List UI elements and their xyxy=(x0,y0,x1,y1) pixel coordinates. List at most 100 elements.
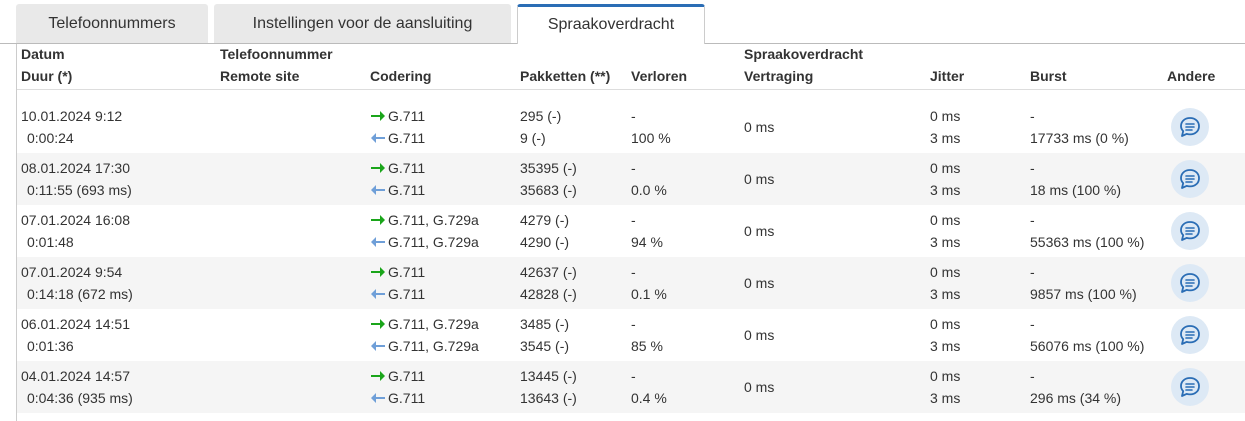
jitter: 0 ms xyxy=(930,160,961,176)
burst: 296 ms (34 %) xyxy=(1030,390,1122,406)
lost: 0.0 % xyxy=(631,182,667,198)
arrow-out xyxy=(371,163,385,173)
burst: - xyxy=(1030,264,1035,280)
header-divider xyxy=(17,89,1245,90)
header-cell: Burst xyxy=(1030,68,1067,84)
delay: 0 ms xyxy=(744,327,775,343)
details-button[interactable] xyxy=(1170,159,1210,199)
delay: 0 ms xyxy=(744,171,775,187)
date: 10.01.2024 9:12 xyxy=(21,108,123,124)
codec: G.711 xyxy=(388,390,426,406)
codec: G.711 xyxy=(388,108,426,124)
arrow-in xyxy=(371,289,385,299)
delay: 0 ms xyxy=(744,379,775,395)
table-row xyxy=(17,361,1245,413)
duration: 0:11:55 (693 ms) xyxy=(27,182,132,198)
codec: G.711 xyxy=(388,130,426,146)
header-cell: Verloren xyxy=(631,68,688,84)
tab[interactable]: Instellingen voor de aansluiting xyxy=(214,4,511,43)
packets: 35395 (-) xyxy=(520,160,577,176)
header-cell: Spraakoverdracht xyxy=(744,46,864,62)
packets: 9 (-) xyxy=(520,130,546,146)
arrow-out xyxy=(371,215,385,225)
arrow-out xyxy=(371,319,385,329)
duration: 0:00:24 xyxy=(27,130,74,146)
packets: 4279 (-) xyxy=(520,212,570,228)
burst: 17733 ms (0 %) xyxy=(1030,130,1129,146)
jitter: 0 ms xyxy=(930,368,961,384)
burst: 55363 ms (100 %) xyxy=(1030,234,1145,250)
header-cell: Duur (*) xyxy=(21,68,73,84)
tab-active[interactable]: Spraakoverdracht xyxy=(517,4,705,44)
arrow-out xyxy=(371,371,385,381)
packets: 42637 (-) xyxy=(520,264,577,280)
arrow-in xyxy=(371,341,385,351)
lost: - xyxy=(631,368,636,384)
header-cell: Codering xyxy=(370,68,432,84)
delay: 0 ms xyxy=(744,275,775,291)
table-row xyxy=(17,101,1245,153)
details-button[interactable] xyxy=(1170,367,1210,407)
duration: 0:04:36 (935 ms) xyxy=(27,390,133,406)
arrow-in xyxy=(371,237,385,247)
duration: 0:14:18 (672 ms) xyxy=(27,286,133,302)
burst: - xyxy=(1030,212,1035,228)
date: 04.01.2024 14:57 xyxy=(21,368,130,384)
packets: 295 (-) xyxy=(520,108,562,124)
jitter: 3 ms xyxy=(930,286,961,302)
lost: 100 % xyxy=(631,130,671,146)
jitter: 3 ms xyxy=(930,234,961,250)
arrow-out xyxy=(371,267,385,277)
date: 07.01.2024 9:54 xyxy=(21,264,123,280)
packets: 13445 (-) xyxy=(520,368,577,384)
table-border xyxy=(16,44,17,421)
codec: G.711 xyxy=(388,182,426,198)
arrow-out xyxy=(371,111,385,121)
duration: 0:01:36 xyxy=(27,338,74,354)
codec: G.711 xyxy=(388,286,426,302)
date: 08.01.2024 17:30 xyxy=(21,160,130,176)
packets: 3485 (-) xyxy=(520,316,570,332)
packets: 3545 (-) xyxy=(520,338,570,354)
table-row xyxy=(17,153,1245,205)
jitter: 0 ms xyxy=(930,212,961,228)
packets: 13643 (-) xyxy=(520,390,577,406)
lost: - xyxy=(631,160,636,176)
header-cell: Andere xyxy=(1167,68,1216,84)
lost: - xyxy=(631,264,636,280)
codec: G.711 xyxy=(388,368,426,384)
arrow-in xyxy=(371,133,385,143)
burst: 56076 ms (100 %) xyxy=(1030,338,1145,354)
codec: G.711 xyxy=(388,264,426,280)
arrow-in xyxy=(371,185,385,195)
header-cell: Pakketten (**) xyxy=(520,68,611,84)
details-button[interactable] xyxy=(1170,211,1210,251)
packets: 42828 (-) xyxy=(520,286,577,302)
tab[interactable]: Telefoonnummers xyxy=(16,4,208,43)
packets: 35683 (-) xyxy=(520,182,577,198)
lost: 0.4 % xyxy=(631,390,667,406)
jitter: 3 ms xyxy=(930,182,961,198)
jitter: 0 ms xyxy=(930,316,961,332)
burst: - xyxy=(1030,160,1035,176)
burst: 18 ms (100 %) xyxy=(1030,182,1122,198)
lost: 94 % xyxy=(631,234,663,250)
lost: - xyxy=(631,212,636,228)
jitter: 3 ms xyxy=(930,338,961,354)
date: 07.01.2024 16:08 xyxy=(21,212,130,228)
burst: - xyxy=(1030,368,1035,384)
lost: 85 % xyxy=(631,338,663,354)
details-button[interactable] xyxy=(1170,263,1210,303)
burst: 9857 ms (100 %) xyxy=(1030,286,1137,302)
packets: 4290 (-) xyxy=(520,234,570,250)
details-button[interactable] xyxy=(1170,315,1210,355)
burst: - xyxy=(1030,316,1035,332)
delay: 0 ms xyxy=(744,223,775,239)
table-row xyxy=(17,309,1245,361)
details-button[interactable] xyxy=(1170,107,1210,147)
table-row xyxy=(17,257,1245,309)
codec: G.711, G.729a xyxy=(388,316,479,332)
lost: - xyxy=(631,108,636,124)
date: 06.01.2024 14:51 xyxy=(21,316,130,332)
header-cell: Datum xyxy=(21,46,65,62)
